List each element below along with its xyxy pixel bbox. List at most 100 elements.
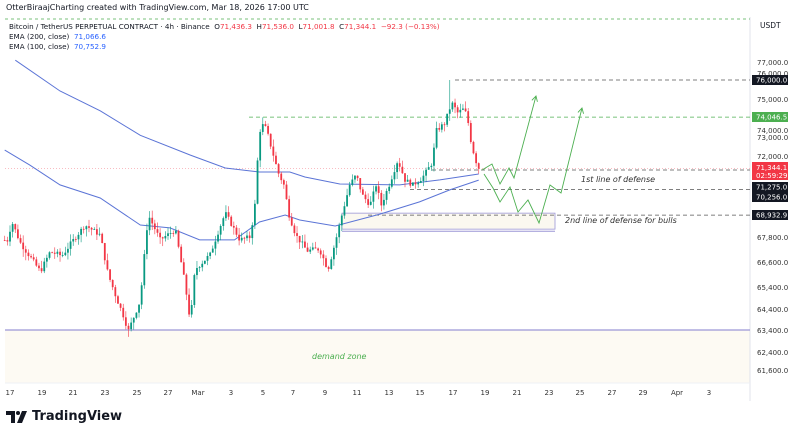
level-badge [752,112,788,122]
candle-body [67,248,69,253]
candle-body [80,228,82,235]
candle-body [364,194,367,200]
ema100-legend[interactable]: EMA (100, close) 70,752.9 [9,42,440,52]
candle-body [206,255,209,261]
projection-path-a-arrow-icon [531,95,538,102]
level-badge [752,75,788,85]
time-tick-label: 27 [164,389,173,397]
candle-body [135,312,138,318]
ema200-label: EMA (200, close) [9,32,70,41]
candle-body [275,155,277,165]
candle-body [440,124,443,130]
candle-body [475,153,477,164]
candle-body [106,260,109,270]
candle-body [443,124,446,126]
candle-body [375,186,377,192]
candle-body [380,192,383,206]
candle-body [298,235,301,243]
time-tick-label: 11 [353,389,362,397]
candle-body [182,262,185,275]
symbol-title[interactable]: Bitcoin / TetherUS PERPETUAL CONTRACT · … [9,22,210,31]
candle-body [56,251,59,254]
candle-body [122,307,125,318]
candle-body [346,195,348,207]
candle-body [53,252,56,254]
candle-body [248,235,251,239]
close-value: 71,344.1 [344,22,377,31]
candle-body [296,233,298,236]
level-badge-label: 71,275.0 [756,184,787,192]
candle-body [77,234,80,240]
candle-body [51,252,54,254]
candle-body [64,252,67,256]
candle-body [454,102,456,108]
level-badge-label: 70,256.0 [756,194,787,202]
candle-body [35,259,38,266]
tradingview-logo[interactable]: TradingView [6,409,122,424]
candle-body [69,241,72,249]
candle-body [290,217,293,226]
candle-body [59,251,61,256]
candle-body [193,275,196,306]
ema200-legend[interactable]: EMA (200, close) 71,066.6 [9,32,440,42]
candle-body [272,146,275,156]
price-tick-label: 66,600.0 [757,259,788,267]
candle-body [96,229,98,235]
candle-body [219,225,222,235]
time-tick-label: 7 [291,389,295,397]
time-tick-label: 17 [449,389,458,397]
time-tick-label: 21 [513,389,522,397]
candle-body [311,247,314,250]
candle-body [235,227,238,235]
candle-body [267,126,269,134]
candle-body [127,325,130,330]
candle-body [22,242,25,250]
candle-body [359,178,362,190]
current-price-label: 71,344.1 [756,164,787,172]
candle-body [172,233,175,234]
ohlc-row[interactable]: Bitcoin / TetherUS PERPETUAL CONTRACT · … [9,22,440,32]
candle-body [327,266,330,269]
candle-body [385,191,388,200]
candle-body [103,243,106,261]
price-tick-label: 74,000.0 [757,127,788,135]
candle-body [124,317,127,326]
ema100-label: EMA (100, close) [9,42,70,51]
candle-body [222,218,225,226]
level-badge-label: 76,000.0 [756,77,787,85]
time-tick-label: 5 [261,389,265,397]
candle-body [211,248,214,253]
candle-body [32,257,35,260]
candle-body [61,255,64,256]
time-tick-label: 9 [323,389,327,397]
candle-body [74,239,77,240]
price-tick-label: 76,000.0 [757,70,788,78]
candle-body [351,179,354,185]
candle-body [227,212,230,217]
candle-body [404,173,406,182]
candle-body [446,113,449,125]
candle-body [367,199,370,205]
candle-body [356,175,359,179]
candle-body [45,257,48,262]
candle-body [17,229,19,239]
change-value: −92.3 (−0.13%) [380,22,440,31]
candle-body [459,109,462,113]
candle-body [6,240,9,242]
candle-body [169,233,172,234]
candle-body [114,287,117,297]
price-tick-label: 77,000.0 [757,59,788,67]
candle-body [288,199,291,218]
candle-body [161,237,164,239]
candle-body [322,254,325,259]
high-value: 71,536.0 [261,22,294,31]
time-tick-label: 29 [639,389,648,397]
candle-body [319,250,322,255]
open-label: O [214,22,220,31]
demand-zone-label: demand zone [312,352,367,361]
candle-body [448,109,451,114]
time-tick-label: Apr [671,389,683,397]
price-chart[interactable]: 1st line of defense 2nd line of defense f… [0,0,800,405]
candle-body [393,172,396,180]
current-price-badge [752,162,788,180]
